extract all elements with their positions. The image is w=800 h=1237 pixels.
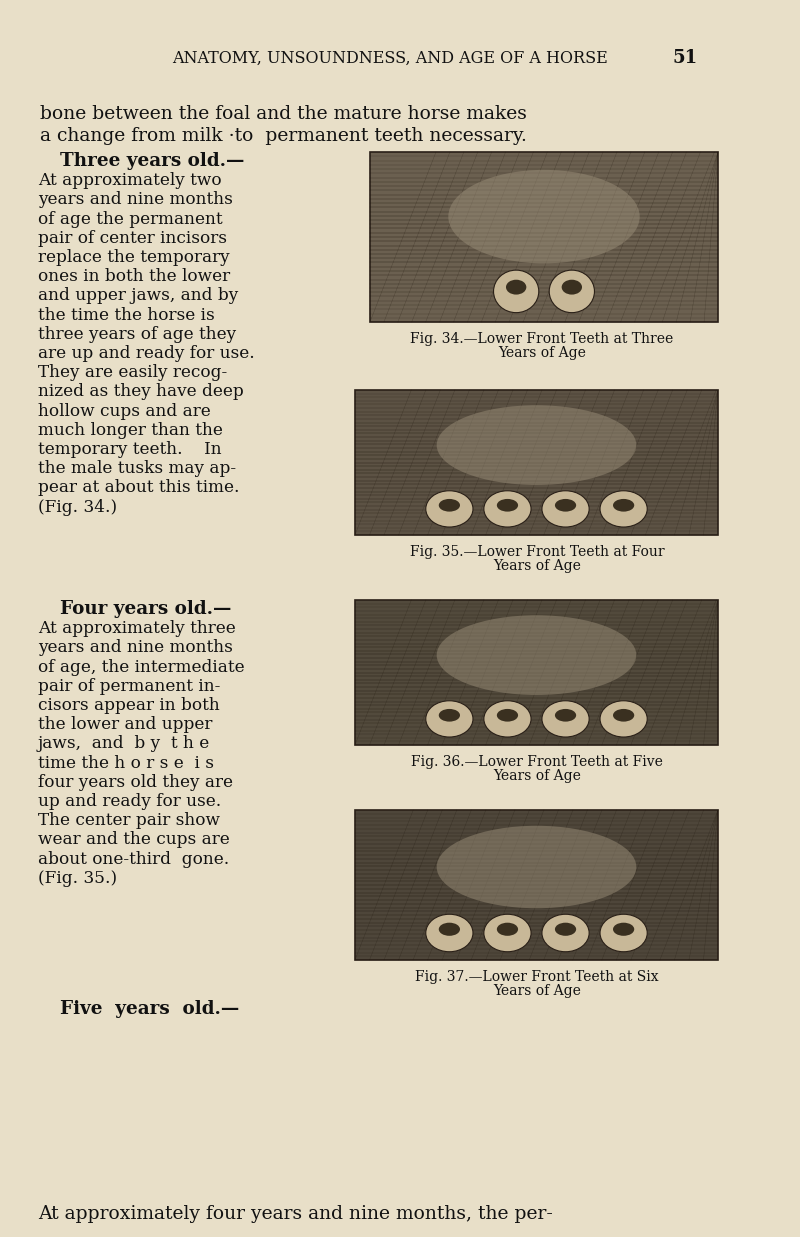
Text: the lower and upper: the lower and upper xyxy=(38,716,212,734)
Ellipse shape xyxy=(438,709,460,721)
Ellipse shape xyxy=(613,923,634,936)
Text: Years of Age: Years of Age xyxy=(493,559,581,573)
Text: ones in both the lower: ones in both the lower xyxy=(38,268,230,286)
Text: bone between the foal and the mature horse makes: bone between the foal and the mature hor… xyxy=(40,105,527,122)
Ellipse shape xyxy=(426,491,473,527)
Text: pear at about this time.: pear at about this time. xyxy=(38,480,239,496)
Bar xyxy=(355,810,718,960)
Ellipse shape xyxy=(484,701,531,737)
Text: At approximately three: At approximately three xyxy=(38,620,236,637)
Text: time the h o r s e  i s: time the h o r s e i s xyxy=(38,755,214,772)
Ellipse shape xyxy=(484,914,531,951)
Text: Fig. 37.—Lower Front Teeth at Six: Fig. 37.—Lower Front Teeth at Six xyxy=(415,970,659,983)
Text: Fig. 34.—Lower Front Teeth at Three: Fig. 34.—Lower Front Teeth at Three xyxy=(410,332,674,346)
Text: the male tusks may ap-: the male tusks may ap- xyxy=(38,460,236,477)
Text: a change from milk ·to  permanent teeth necessary.: a change from milk ·to permanent teeth n… xyxy=(40,127,527,145)
Ellipse shape xyxy=(437,406,636,485)
Ellipse shape xyxy=(506,280,526,294)
Text: Years of Age: Years of Age xyxy=(493,769,581,783)
Ellipse shape xyxy=(562,280,582,294)
Bar xyxy=(355,390,718,534)
Text: four years old they are: four years old they are xyxy=(38,774,233,790)
Ellipse shape xyxy=(613,499,634,512)
Ellipse shape xyxy=(555,709,576,721)
Text: pair of permanent in-: pair of permanent in- xyxy=(38,678,220,695)
Ellipse shape xyxy=(438,923,460,936)
Ellipse shape xyxy=(426,701,473,737)
Text: are up and ready for use.: are up and ready for use. xyxy=(38,345,254,362)
Text: 51: 51 xyxy=(672,49,697,67)
Bar xyxy=(370,152,718,322)
Ellipse shape xyxy=(600,701,647,737)
Text: up and ready for use.: up and ready for use. xyxy=(38,793,222,810)
Ellipse shape xyxy=(497,923,518,936)
Text: Five  years  old.—: Five years old.— xyxy=(60,999,239,1018)
Text: At approximately four years and nine months, the per-: At approximately four years and nine mon… xyxy=(38,1205,553,1223)
Text: replace the temporary: replace the temporary xyxy=(38,249,230,266)
Text: ANATOMY, UNSOUNDNESS, AND AGE OF A HORSE: ANATOMY, UNSOUNDNESS, AND AGE OF A HORSE xyxy=(172,49,608,67)
Text: Fig. 36.—Lower Front Teeth at Five: Fig. 36.—Lower Front Teeth at Five xyxy=(411,755,663,769)
Ellipse shape xyxy=(613,709,634,721)
Ellipse shape xyxy=(494,270,538,313)
Text: (Fig. 34.): (Fig. 34.) xyxy=(38,499,117,516)
Ellipse shape xyxy=(437,826,636,908)
Text: wear and the cups are: wear and the cups are xyxy=(38,831,230,849)
Text: nized as they have deep: nized as they have deep xyxy=(38,383,244,401)
Text: cisors appear in both: cisors appear in both xyxy=(38,696,220,714)
Ellipse shape xyxy=(542,701,589,737)
Ellipse shape xyxy=(497,709,518,721)
Ellipse shape xyxy=(497,499,518,512)
Text: Years of Age: Years of Age xyxy=(493,983,581,998)
Text: of age, the intermediate: of age, the intermediate xyxy=(38,658,245,675)
Ellipse shape xyxy=(542,491,589,527)
Text: the time the horse is: the time the horse is xyxy=(38,307,214,324)
Text: years and nine months: years and nine months xyxy=(38,192,233,208)
Ellipse shape xyxy=(550,270,594,313)
Text: about one-third  gone.: about one-third gone. xyxy=(38,851,230,867)
Text: Years of Age: Years of Age xyxy=(498,346,586,360)
Text: temporary teeth.    In: temporary teeth. In xyxy=(38,442,222,458)
Text: and upper jaws, and by: and upper jaws, and by xyxy=(38,287,238,304)
Text: of age the permanent: of age the permanent xyxy=(38,210,222,228)
Text: Four years old.—: Four years old.— xyxy=(60,600,231,618)
Text: The center pair show: The center pair show xyxy=(38,813,220,829)
Text: (Fig. 35.): (Fig. 35.) xyxy=(38,870,117,887)
Ellipse shape xyxy=(426,914,473,951)
Ellipse shape xyxy=(437,615,636,695)
Ellipse shape xyxy=(448,169,640,263)
Ellipse shape xyxy=(600,914,647,951)
Ellipse shape xyxy=(438,499,460,512)
Text: Fig. 35.—Lower Front Teeth at Four: Fig. 35.—Lower Front Teeth at Four xyxy=(410,546,664,559)
Ellipse shape xyxy=(555,499,576,512)
Text: jaws,  and  b y  t h e: jaws, and b y t h e xyxy=(38,736,210,752)
Ellipse shape xyxy=(484,491,531,527)
Text: Three years old.—: Three years old.— xyxy=(60,152,244,169)
Text: pair of center incisors: pair of center incisors xyxy=(38,230,227,247)
Text: At approximately two: At approximately two xyxy=(38,172,222,189)
Text: hollow cups and are: hollow cups and are xyxy=(38,402,210,419)
Text: years and nine months: years and nine months xyxy=(38,640,233,657)
Ellipse shape xyxy=(542,914,589,951)
Text: three years of age they: three years of age they xyxy=(38,325,236,343)
Text: much longer than the: much longer than the xyxy=(38,422,223,439)
Text: They are easily recog-: They are easily recog- xyxy=(38,364,227,381)
Ellipse shape xyxy=(600,491,647,527)
Ellipse shape xyxy=(555,923,576,936)
Bar xyxy=(355,600,718,745)
